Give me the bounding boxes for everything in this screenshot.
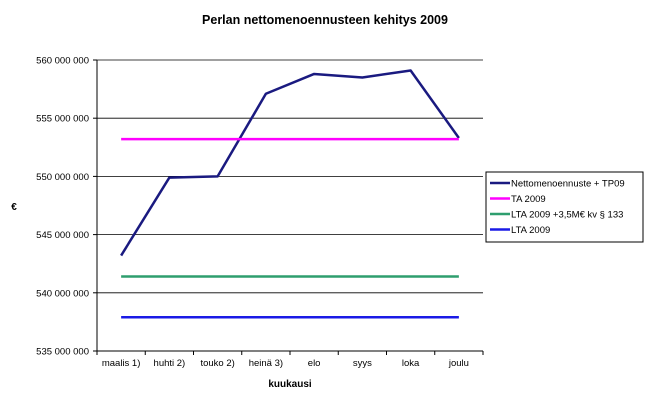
x-tick-label: loka xyxy=(402,358,420,369)
legend-label: LTA 2009 +3,5M€ kv § 133 xyxy=(511,210,623,221)
series-lines xyxy=(120,69,460,319)
x-tick-label: maalis 1) xyxy=(102,358,141,369)
y-tick-label: 545 000 000 xyxy=(36,230,89,241)
chart-title: Perlan nettomenoennusteen kehitys 2009 xyxy=(202,13,448,27)
x-tick-label: huhti 2) xyxy=(154,358,186,369)
x-tick-label: elo xyxy=(308,358,321,369)
y-axis-ticks: 535 000 000 540 000 000 545 000 000 550 000… xyxy=(36,56,97,358)
y-axis-label: € xyxy=(11,202,17,213)
legend: Nettomenoennuste + TP09 TA 2009 LTA 2009 +… xyxy=(485,171,644,243)
series-line-1 xyxy=(120,69,460,257)
legend-box xyxy=(485,171,644,243)
legend-label: LTA 2009 xyxy=(511,225,550,236)
y-tick-label: 535 000 000 xyxy=(36,347,89,358)
legend-label: Nettomenoennuste + TP09 xyxy=(511,179,625,190)
x-tick-label: heinä 3) xyxy=(249,358,283,369)
y-tick-label: 550 000 000 xyxy=(36,172,89,183)
x-tick-label: touko 2) xyxy=(200,358,234,369)
gridlines xyxy=(97,59,483,294)
plot-area xyxy=(97,60,483,351)
x-tick-label: joulu xyxy=(448,358,469,369)
y-tick-label: 540 000 000 xyxy=(36,288,89,299)
x-tick-label: syys xyxy=(353,358,372,369)
legend-label: TA 2009 xyxy=(511,194,546,205)
plot-background xyxy=(97,60,483,351)
y-tick-label: 560 000 000 xyxy=(36,56,89,67)
y-tick-label: 555 000 000 xyxy=(36,114,89,125)
x-axis-label: kuukausi xyxy=(268,379,312,390)
x-axis-ticks: maalis 1) huhti 2) touko 2) heinä 3) elo syys… xyxy=(96,351,484,369)
